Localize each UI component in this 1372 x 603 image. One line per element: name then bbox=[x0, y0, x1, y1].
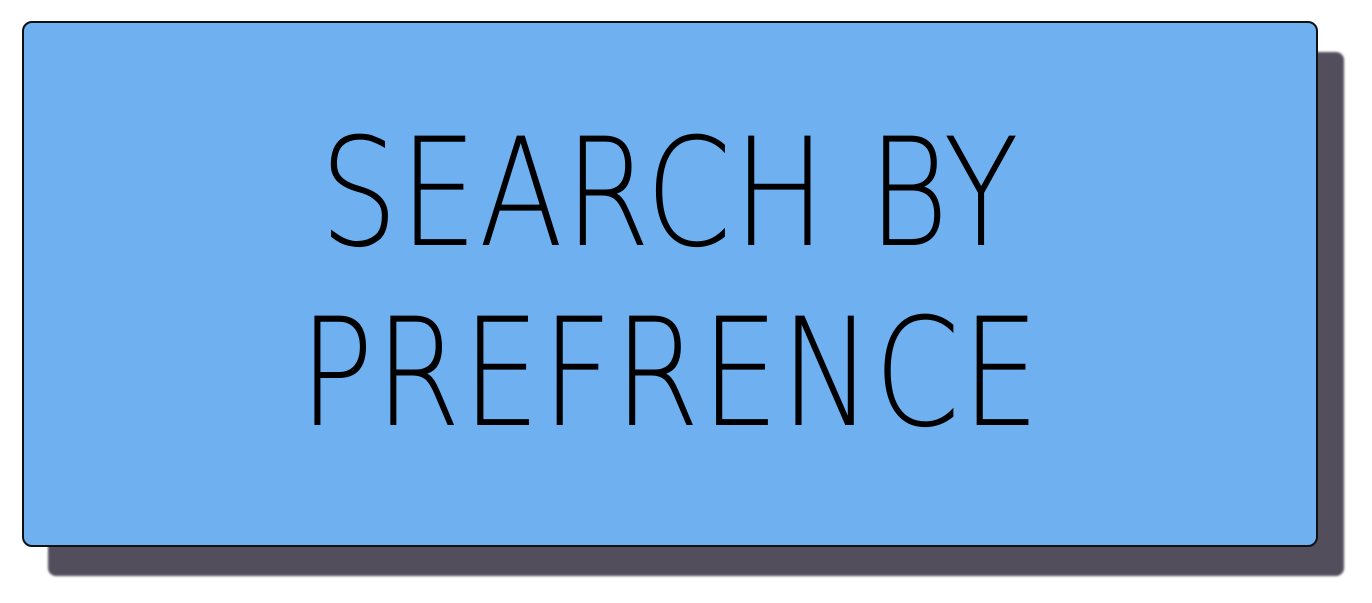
button-label: PREFRENCE bbox=[299, 287, 1041, 461]
button-label: SEARCH BY bbox=[319, 107, 1021, 281]
search-button[interactable]: SEARCH BY PREFRENCE bbox=[22, 21, 1318, 547]
